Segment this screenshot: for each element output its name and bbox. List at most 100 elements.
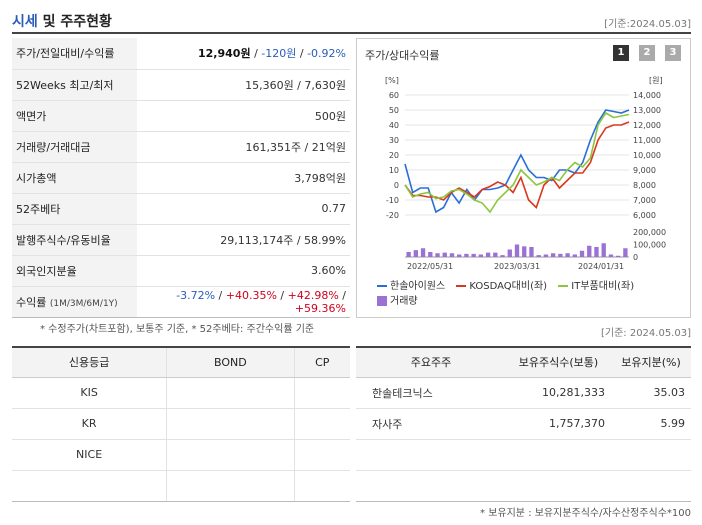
table-row: 시가총액 3,798억원: [12, 162, 350, 194]
returns-period: (1M/3M/6M/1Y): [49, 298, 118, 309]
table-row: 액면가 500원: [12, 100, 350, 132]
chart-page-3[interactable]: 3: [665, 45, 681, 61]
volume-bar: [623, 248, 628, 257]
chart-legend: 한솔아이원스 KOSDAQ대비(좌) IT부품대비(좌) 거래량: [377, 277, 687, 307]
volume-bar: [449, 253, 455, 257]
volume-bar: [587, 245, 592, 257]
price-chart: [%] [원] 60 50 40 30 20 10 0 -10 -20 14,000 13,000 1…: [385, 76, 666, 271]
right-tick-label: 12,000: [633, 121, 661, 130]
return-1y: +59.36%: [294, 301, 346, 315]
current-price: 12,940원: [198, 47, 251, 61]
beta-label: 52주베타: [12, 193, 137, 225]
volume-bar: [457, 254, 462, 257]
chart-panel: 주가/상대수익률 1 2 3 [%] [원] 60 50 40 30 20 10 0 -10 -…: [356, 38, 691, 318]
x-tick-label: 2022/05/31: [407, 262, 453, 271]
left-tick-label: -20: [386, 211, 399, 220]
credit-header-bond: BOND: [166, 346, 294, 378]
table-row: KR: [12, 408, 350, 440]
left-tick-label: -10: [386, 196, 399, 205]
right-tick-label: 13,000: [633, 106, 661, 115]
volume-bar: [615, 255, 621, 257]
wk52-label: 52Weeks 최고/최저: [12, 69, 137, 101]
left-unit-label: [%]: [385, 76, 399, 85]
volume-bar: [543, 254, 549, 257]
volume-tick-label: 200,000: [633, 228, 666, 237]
footnote-price: * 수정주가(차트포함), 보통주 기준, * 52주베타: 주간수익률 기준: [40, 324, 315, 335]
holders-header-pct: 보유지분(%): [611, 346, 691, 378]
legend-item-series-2[interactable]: KOSDAQ대비(좌): [456, 277, 547, 292]
table-row: 발행주식수/유동비율 29,113,174주 / 58.99%: [12, 224, 350, 256]
shares-value: 29,113,174주 / 58.99%: [137, 224, 350, 256]
right-tick-label: 8,000: [633, 181, 656, 190]
volume-bar: [558, 253, 563, 257]
table-row: [356, 439, 691, 471]
beta-value: 0.77: [137, 193, 350, 225]
x-tick-label: 2023/03/31: [494, 262, 540, 271]
volume-bar: [478, 254, 484, 257]
credit-rating-table: 신용등급 BOND CP KIS KR NICE: [12, 346, 350, 502]
left-tick-label: 10: [389, 166, 399, 175]
section-header: 시세 및 주주현황 [기준:2024.05.03]: [12, 10, 691, 34]
volume-bar: [493, 252, 498, 257]
left-tick-label: 20: [389, 151, 399, 160]
legend-item-series-1[interactable]: 한솔아이원스: [377, 277, 445, 292]
chart-page-1[interactable]: 1: [613, 45, 629, 61]
reference-date: [기준:2024.05.03]: [604, 19, 691, 30]
return-6m: +42.98%: [287, 288, 339, 302]
credit-header-grade: 신용등급: [12, 346, 167, 378]
table-row: NICE: [12, 439, 350, 471]
table-row: 52주베타 0.77: [12, 193, 350, 225]
left-tick-label: 30: [389, 136, 399, 145]
table-row: [12, 470, 350, 502]
left-tick-label: 60: [389, 91, 399, 100]
volume-bar: [442, 252, 447, 257]
volume-bar: [601, 243, 606, 257]
par-label: 액면가: [12, 100, 137, 132]
wk52-value: 15,360원 / 7,630원: [137, 69, 350, 101]
right-tick-label: 14,000: [633, 91, 661, 100]
right-tick-label: 11,000: [633, 136, 661, 145]
left-tick-label: 40: [389, 121, 399, 130]
mcap-label: 시가총액: [12, 162, 137, 194]
table-row: [356, 470, 691, 502]
volume-bar: [500, 255, 505, 257]
right-tick-label: 10,000: [633, 151, 661, 160]
major-shareholders-table: 주요주주 보유주식수(보통) 보유지분(%) 한솔테크닉스 10,281,333 3…: [356, 346, 691, 502]
volume-bar: [435, 253, 440, 257]
volume-bar: [420, 248, 426, 257]
price-summary-table: 주가/전일대비/수익률 12,940원 / -120원 / -0.92% 52W…: [12, 38, 350, 318]
right-tick-label: 7,000: [633, 196, 656, 205]
holders-header-name: 주요주주: [356, 346, 506, 378]
legend-item-series-3[interactable]: IT부품대비(좌): [558, 277, 634, 292]
par-value: 500원: [137, 100, 350, 132]
table-row: 한솔테크닉스 10,281,333 35.03: [356, 377, 691, 409]
return-3m: +40.35%: [225, 288, 277, 302]
chart-page-2[interactable]: 2: [639, 45, 655, 61]
right-unit-label: [원]: [649, 76, 663, 85]
volume-bar: [413, 250, 419, 257]
legend-item-volume[interactable]: 거래량: [377, 292, 418, 307]
footnote-holders: * 보유지분 : 보유지분주식수/자수산정주식수*100: [480, 508, 691, 519]
volume-bar: [572, 254, 577, 257]
shares-label: 발행주식수/유동비율: [12, 224, 137, 256]
series-line-3: [404, 111, 630, 214]
right-tick-label: 9,000: [633, 166, 656, 175]
return-1m: -3.72%: [176, 288, 216, 302]
volume-bar: [608, 254, 614, 257]
left-tick-label: 0: [394, 181, 399, 190]
table-row: 외국인지분율 3.60%: [12, 255, 350, 287]
right-tick-label: 6,000: [633, 211, 656, 220]
volume-bar: [594, 247, 599, 257]
table-row: 수익률 (1M/3M/6M/1Y) -3.72% / +40.35% / +42…: [12, 286, 350, 318]
returns-label: 수익률: [16, 295, 47, 309]
table-row: KIS: [12, 377, 350, 409]
price-label: 주가/전일대비/수익률: [12, 38, 137, 70]
volume-bar: [579, 250, 585, 257]
series-line-2: [404, 121, 630, 209]
volume-bar: [550, 253, 556, 257]
volume-tick-label: 100,000: [633, 241, 666, 250]
foreign-label: 외국인지분율: [12, 255, 137, 287]
volume-bar: [406, 252, 411, 257]
foreign-value: 3.60%: [137, 255, 350, 287]
volume-bar: [464, 253, 469, 257]
